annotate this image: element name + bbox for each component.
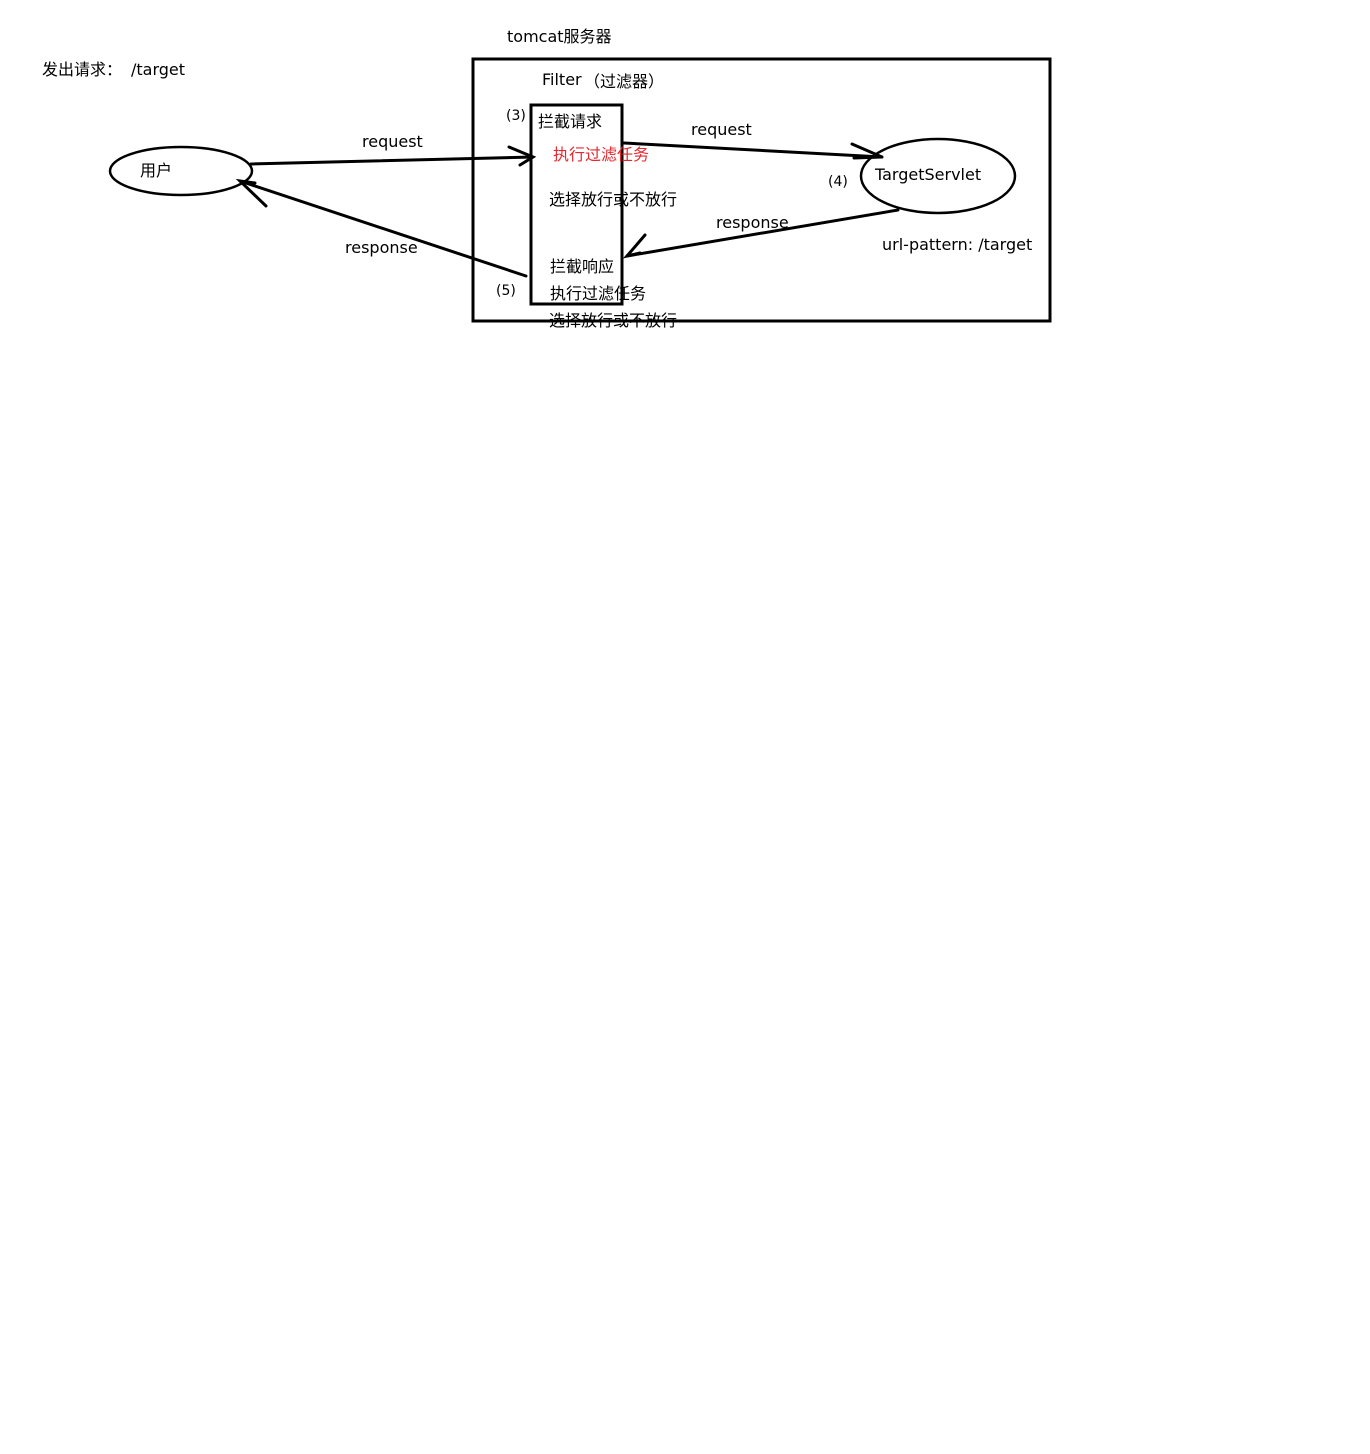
filter-request-decide: 选择放行或不放行	[549, 190, 678, 209]
filter-intercept-response: 拦截响应	[550, 257, 615, 276]
servlet-request-label: request	[691, 120, 752, 139]
step-5-marker: (5)	[496, 283, 516, 299]
servlet-name: TargetServlet	[875, 165, 982, 184]
filter-box	[529, 103, 624, 306]
filter-title-note: （过滤器）	[584, 72, 665, 91]
user-node	[108, 145, 254, 197]
request-note-path: /target	[131, 60, 186, 79]
servlet-node	[859, 137, 1017, 215]
user-request-arrow	[249, 145, 537, 167]
filter-response-task: 执行过滤任务	[550, 284, 647, 303]
servlet-request-arrow	[622, 141, 884, 160]
filter-title: Filter	[542, 70, 582, 89]
user-response-label: response	[345, 238, 418, 257]
user-label: 用户	[140, 161, 173, 180]
servlet-response-arrow	[622, 208, 900, 259]
user-response-arrow	[235, 178, 528, 278]
servlet-url-pattern: url-pattern: /target	[882, 235, 1033, 254]
step-3-marker: (3)	[506, 108, 526, 124]
filter-response-decide: 选择放行或不放行	[549, 311, 678, 330]
step-4-marker: (4)	[828, 174, 848, 190]
request-note-label: 发出请求：	[42, 60, 123, 79]
tomcat-server-title: tomcat服务器	[507, 27, 612, 46]
servlet-response-label: response	[716, 213, 789, 232]
user-request-label: request	[362, 132, 423, 151]
tomcat-server-box	[471, 57, 1052, 323]
filter-intercept-request: 拦截请求	[538, 112, 603, 131]
filter-request-task: 执行过滤任务	[553, 145, 650, 164]
